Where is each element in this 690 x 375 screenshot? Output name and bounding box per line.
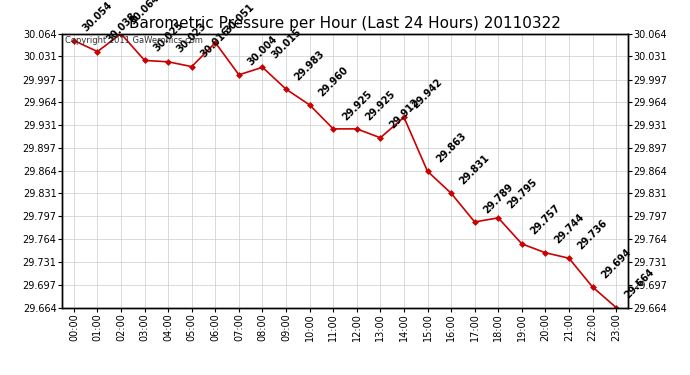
Text: 29.744: 29.744 (552, 212, 586, 246)
Text: 30.016: 30.016 (199, 26, 233, 60)
Text: 30.064: 30.064 (128, 0, 161, 27)
Text: Copyright 2011 GaWeronics.com: Copyright 2011 GaWeronics.com (65, 36, 203, 45)
Text: 29.757: 29.757 (529, 203, 562, 237)
Text: 29.694: 29.694 (600, 246, 633, 280)
Text: 30.015: 30.015 (269, 27, 303, 60)
Text: 29.789: 29.789 (482, 182, 515, 215)
Text: 29.736: 29.736 (576, 218, 609, 251)
Text: 30.025: 30.025 (152, 20, 185, 54)
Text: 29.863: 29.863 (435, 131, 468, 164)
Text: 29.925: 29.925 (340, 88, 374, 122)
Text: 29.795: 29.795 (505, 177, 539, 211)
Text: 29.960: 29.960 (317, 64, 350, 98)
Text: 29.664: 29.664 (623, 267, 657, 300)
Title: Barometric Pressure per Hour (Last 24 Hours) 20110322: Barometric Pressure per Hour (Last 24 Ho… (129, 16, 561, 31)
Text: 29.942: 29.942 (411, 77, 444, 110)
Text: 30.038: 30.038 (104, 11, 138, 45)
Text: 30.051: 30.051 (222, 2, 256, 36)
Text: 29.831: 29.831 (458, 153, 492, 186)
Text: 29.912: 29.912 (387, 97, 421, 131)
Text: 29.925: 29.925 (364, 88, 397, 122)
Text: 30.023: 30.023 (175, 21, 208, 55)
Text: 30.054: 30.054 (81, 0, 115, 34)
Text: 29.983: 29.983 (293, 49, 326, 82)
Text: 30.004: 30.004 (246, 34, 279, 68)
